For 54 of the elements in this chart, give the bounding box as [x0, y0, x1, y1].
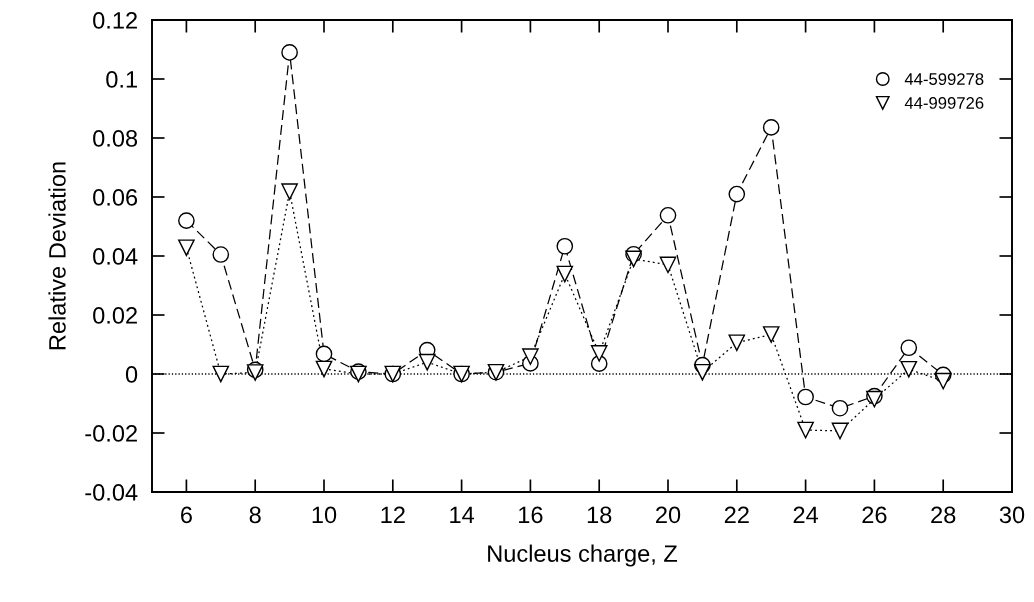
- point: [728, 185, 746, 203]
- point: [797, 421, 814, 439]
- point: [694, 363, 711, 381]
- x-axis-title: Nucleus charge, Z: [488, 544, 678, 567]
- x-tick-label: 20: [656, 506, 681, 524]
- y-tick-label: -0.04: [85, 484, 138, 501]
- x-tick-label: 18: [587, 506, 612, 524]
- point: [797, 388, 814, 406]
- point: [762, 119, 780, 136]
- y-tick-label: 0.12: [93, 12, 137, 29]
- x-tick-label: 28: [931, 506, 956, 524]
- x-tick-label: 26: [862, 506, 887, 524]
- y-tick-label: 0.08: [93, 130, 138, 147]
- x-tick-label: 6: [181, 506, 192, 524]
- point: [315, 360, 333, 378]
- point: [762, 326, 780, 343]
- y-tick-label: 0: [125, 366, 138, 383]
- legend-label: 44-999726: [904, 97, 984, 109]
- legend-label: 44-599278: [904, 73, 984, 85]
- x-tick-label: 30: [999, 506, 1025, 524]
- point: [831, 399, 849, 417]
- x-tick-label: 8: [249, 506, 261, 524]
- point: [315, 345, 333, 363]
- y-tick-label: 0.1: [106, 71, 137, 88]
- point: [281, 44, 298, 61]
- point: [212, 246, 230, 263]
- point: [522, 348, 539, 365]
- point: [900, 339, 918, 357]
- point: [659, 256, 677, 274]
- x-tick-label: 12: [381, 506, 405, 523]
- point: [831, 422, 849, 440]
- point: [625, 250, 642, 268]
- point: [590, 345, 608, 362]
- x-tick-label: 24: [793, 506, 819, 523]
- x-tick-label: 14: [450, 506, 475, 523]
- point: [178, 212, 195, 229]
- point: [556, 237, 574, 255]
- point: [418, 353, 436, 371]
- y-tick-label: 0.02: [93, 307, 137, 324]
- x-tick-label: 22: [724, 506, 749, 523]
- x-tick-label: 16: [519, 506, 543, 524]
- point: [178, 239, 195, 257]
- y-tick-label: 0.04: [93, 248, 138, 265]
- x-tick-label: 10: [312, 506, 337, 524]
- y-axis-title: Relative Deviation: [48, 162, 66, 350]
- y-tick-label: 0.06: [93, 189, 138, 206]
- point: [728, 334, 746, 352]
- point: [934, 372, 952, 390]
- point: [212, 365, 230, 383]
- point: [659, 206, 677, 224]
- point: [900, 360, 918, 378]
- point: [556, 265, 574, 283]
- point: [281, 183, 298, 201]
- y-tick-label: -0.02: [85, 425, 137, 442]
